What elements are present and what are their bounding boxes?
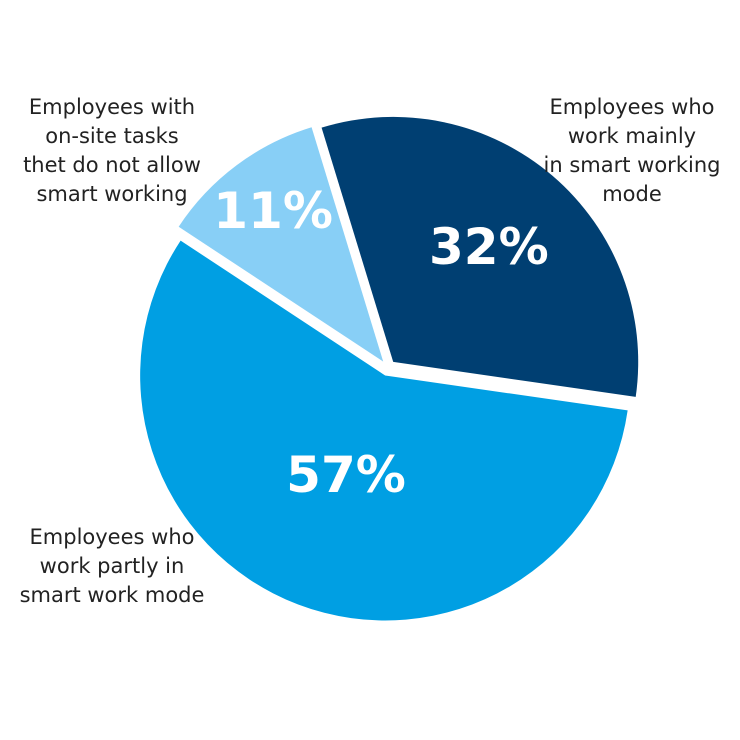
pie-slice <box>321 116 639 397</box>
value-label: 11% <box>213 182 333 240</box>
pie-slice <box>140 240 628 621</box>
value-label: 57% <box>286 446 406 504</box>
category-label: Employees who work partly in smart work … <box>19 525 205 607</box>
category-label: Employees who work mainly in smart worki… <box>543 95 721 206</box>
value-label: 32% <box>429 218 549 276</box>
category-label: Employees with on-site tasks thet do not… <box>23 95 201 206</box>
pie-slice <box>178 127 384 362</box>
